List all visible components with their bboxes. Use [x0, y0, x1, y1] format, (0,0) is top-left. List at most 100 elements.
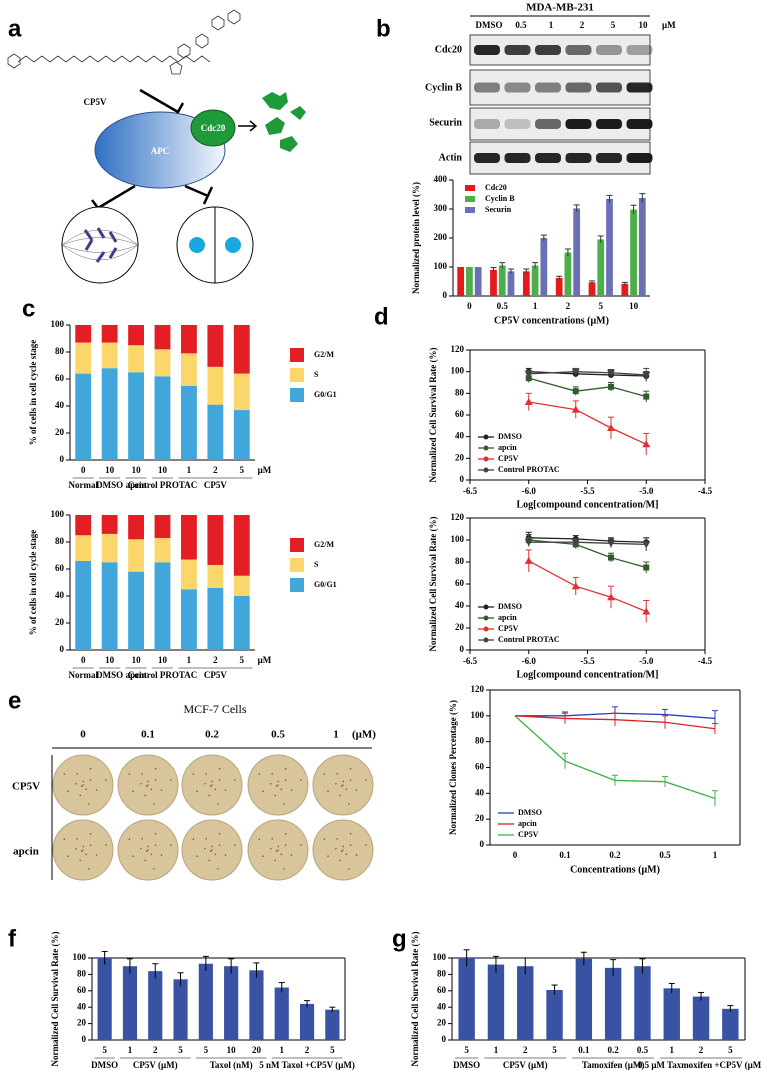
colony — [274, 859, 276, 862]
dish-images — [52, 754, 374, 881]
lane-label: 10 — [639, 20, 649, 30]
colony — [147, 780, 150, 783]
marker — [643, 393, 650, 400]
bar — [522, 271, 530, 296]
y-tick-label: 80 — [55, 346, 65, 356]
x-tick-label: 0 — [513, 850, 518, 860]
colony — [82, 780, 85, 783]
bar — [274, 987, 289, 1040]
marker — [524, 539, 533, 547]
panel-label: a — [8, 15, 22, 42]
bar-segment — [181, 325, 197, 354]
bar-segment — [75, 342, 92, 374]
x-axis-label: Log[compound concentration/M] — [517, 499, 659, 510]
colony — [196, 855, 198, 857]
panel-label: g — [392, 925, 407, 952]
x-tick-label: 0.1 — [559, 850, 571, 860]
colony — [262, 790, 264, 792]
colony — [89, 767, 92, 770]
y-tick-label: 80 — [55, 536, 65, 546]
y-tick-label: 120 — [451, 344, 465, 354]
legend-label: Control PROTAC — [498, 635, 560, 644]
y-tick-label: 60 — [55, 373, 65, 383]
legend-swatch — [290, 558, 304, 572]
colony — [283, 803, 285, 805]
y-tick-label: 100 — [433, 952, 447, 962]
colony — [336, 773, 338, 775]
panel-label: f — [8, 925, 17, 952]
x-tick-label: -6.5 — [463, 656, 478, 666]
colony — [88, 868, 90, 870]
blot-band — [535, 119, 561, 129]
y-tick-label: 20 — [55, 427, 65, 437]
y-tick-label: 400 — [434, 174, 448, 184]
group-label: DMSO — [96, 670, 123, 680]
x-tick-label: -5.0 — [639, 486, 654, 496]
colony — [327, 855, 329, 857]
blot-band — [474, 45, 500, 55]
colony — [277, 849, 279, 851]
group-label: CP5V — [204, 670, 227, 680]
marker — [608, 383, 614, 390]
colony — [290, 789, 293, 791]
colony — [277, 845, 280, 848]
colony — [95, 789, 98, 791]
legend-marker — [483, 456, 489, 462]
y-tick-label: 40 — [55, 400, 65, 410]
colony — [140, 782, 142, 785]
blot-band — [504, 119, 531, 129]
x-tick-label: 2 — [523, 1045, 528, 1055]
legend-marker — [483, 467, 489, 473]
conc-label: 0.5 — [271, 729, 285, 741]
x-tick-label: 2 — [213, 465, 218, 475]
bar-segment — [75, 515, 92, 536]
x-unit: μM — [258, 465, 272, 475]
colony — [154, 767, 157, 770]
treatment-label: CP5V — [12, 781, 40, 793]
x-tick-label: 10 — [132, 465, 142, 475]
colony — [85, 788, 88, 791]
y-tick-label: 80 — [475, 736, 485, 746]
blot-band — [596, 82, 622, 93]
legend-swatch — [290, 368, 304, 382]
colony — [365, 779, 367, 781]
colony — [348, 868, 350, 870]
y-tick-label: 100 — [73, 952, 87, 962]
nucleus — [189, 237, 205, 253]
colony — [209, 850, 212, 853]
bar — [490, 269, 497, 296]
x-tick-label: 0.1 — [578, 1045, 590, 1055]
y-tick-label: 80 — [455, 387, 465, 397]
colony — [209, 785, 212, 788]
x-tick-label: 5 — [102, 1045, 107, 1055]
colony — [300, 779, 302, 781]
bar-segment — [233, 410, 250, 460]
colony — [275, 785, 278, 788]
blot-band — [596, 153, 622, 163]
bar — [458, 958, 475, 1040]
bar-segment — [128, 539, 144, 572]
bar — [555, 278, 563, 296]
colony — [147, 849, 149, 851]
treatment-label: apcin — [13, 846, 39, 858]
legend-label: DMSO — [518, 808, 542, 817]
bar-segment — [101, 368, 118, 460]
bar — [487, 964, 505, 1040]
legend-label: apcin — [498, 613, 517, 622]
y-tick-label: 100 — [51, 509, 65, 519]
group-label: DMSO — [96, 480, 123, 490]
legend-label: G0/G1 — [314, 580, 337, 589]
x-tick-label: -5.5 — [580, 486, 595, 496]
bar — [564, 252, 572, 296]
blot-band — [565, 45, 592, 55]
colony — [88, 803, 90, 805]
colony — [76, 838, 78, 840]
colony — [218, 767, 221, 770]
bar — [198, 963, 213, 1040]
bar — [634, 966, 651, 1040]
bar-segment — [128, 571, 144, 650]
y-axis-label: % of cells in cell cycle stage — [28, 530, 38, 635]
colony — [277, 784, 279, 786]
legend-label: apcin — [498, 443, 517, 452]
y-axis-label: Normalized Cell Survival Rate (%) — [50, 932, 60, 1067]
